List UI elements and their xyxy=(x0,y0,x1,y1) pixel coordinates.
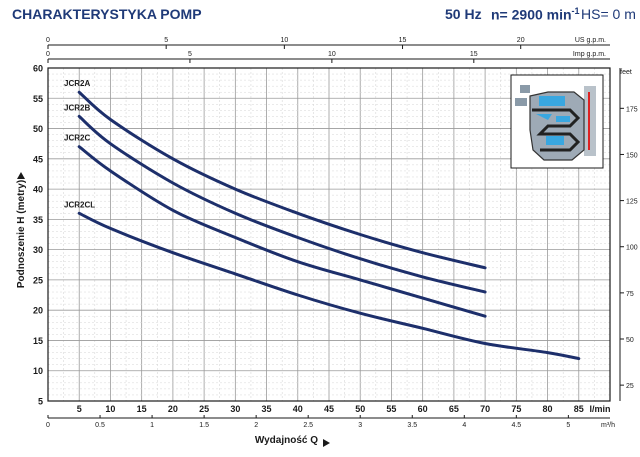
curve-jcr2c xyxy=(77,145,487,318)
pump-cross-section-icon xyxy=(510,74,604,169)
curve-jcr2b xyxy=(77,114,487,294)
speed-label: n= 2900 min-1 xyxy=(491,6,580,23)
y-tick-label: 25 xyxy=(33,275,43,285)
us-gpm-tick-label: 5 xyxy=(164,37,168,44)
suction-height-label: HS= 0 m xyxy=(581,6,636,22)
m3h-tick-label: 3 xyxy=(358,422,362,429)
us-gpm-tick-label: 20 xyxy=(517,37,525,44)
imp-gpm-unit: Imp g.p.m. xyxy=(573,51,606,58)
us-gpm-tick-label: 15 xyxy=(399,37,407,44)
us-gpm-tick-label: 0 xyxy=(46,37,50,44)
pump-curves xyxy=(77,90,581,361)
x-tick-label: 5 xyxy=(77,404,82,414)
m3h-axis: 0 0.5 1 1.5 2 2.5 3 3.5 4 4.5 5 xyxy=(46,415,570,429)
speed-label-text: n= 2900 min xyxy=(491,6,572,23)
x-tick-label: 30 xyxy=(230,404,240,414)
feet-axis: 25 50 75 100 125 150 175 xyxy=(620,106,638,390)
y-tick-label: 60 xyxy=(33,64,43,74)
x-tick-label: 15 xyxy=(137,404,147,414)
y-axis-title-group: Podnoszenie H (metry) xyxy=(16,180,27,288)
m3h-tick-label: 4.5 xyxy=(511,422,521,429)
chart-grid xyxy=(47,67,611,402)
feet-tick-label: 100 xyxy=(626,245,638,252)
y-tick-label: 55 xyxy=(33,94,43,104)
curve-label-jcr2b: JCR2B xyxy=(64,103,90,112)
m3h-tick-label: 1 xyxy=(150,422,154,429)
plot-frame xyxy=(47,67,611,402)
y-tick-label: 10 xyxy=(33,366,43,376)
y-axis-arrow-icon xyxy=(17,172,25,179)
y-tick-label: 50 xyxy=(33,124,43,134)
feet-tick-label: 175 xyxy=(626,106,638,113)
x-tick-label: 10 xyxy=(105,404,115,414)
m3h-tick-label: 2.5 xyxy=(303,422,313,429)
feet-unit: feet xyxy=(620,69,632,76)
us-gpm-unit: US g.p.m. xyxy=(575,37,606,44)
y-tick-label: 5 xyxy=(38,397,43,407)
m3h-tick-label: 5 xyxy=(566,422,570,429)
m3h-tick-label: 3.5 xyxy=(407,422,417,429)
feet-tick-label: 150 xyxy=(626,152,638,159)
y-tick-label: 40 xyxy=(33,185,43,195)
feet-tick-label: 75 xyxy=(626,291,634,298)
x-axis-lmin: 5 10 15 20 25 30 35 40 45 50 55 60 65 70 75 80 85 xyxy=(77,404,584,414)
x-tick-label: 55 xyxy=(386,404,396,414)
y-tick-label: 45 xyxy=(33,154,43,164)
feet-tick-label: 125 xyxy=(626,199,638,206)
m3h-tick-label: 0.5 xyxy=(95,422,105,429)
curve-label-jcr2cl: JCR2CL xyxy=(64,200,95,209)
x-tick-label: 80 xyxy=(543,404,553,414)
m3h-tick-label: 4 xyxy=(462,422,466,429)
x-tick-label: 45 xyxy=(324,404,334,414)
x-tick-label: 35 xyxy=(262,404,272,414)
curve-label-jcr2c: JCR2C xyxy=(64,134,90,143)
x-tick-label: 85 xyxy=(574,404,584,414)
x-tick-label: 65 xyxy=(449,404,459,414)
curve-jcr2cl xyxy=(77,211,581,361)
x-tick-label: 50 xyxy=(355,404,365,414)
m3h-tick-label: 0 xyxy=(46,422,50,429)
imp-gpm-tick-label: 0 xyxy=(46,51,50,58)
x-tick-label: 70 xyxy=(480,404,490,414)
imp-gpm-tick-label: 15 xyxy=(470,51,478,58)
imp-gpm-tick-label: 5 xyxy=(188,51,192,58)
m3h-tick-label: 2 xyxy=(254,422,258,429)
feet-tick-label: 25 xyxy=(626,383,634,390)
y-axis-metres: 5 10 15 20 25 30 35 40 45 50 55 60 xyxy=(33,64,43,407)
x-tick-label: 25 xyxy=(199,404,209,414)
feet-tick-label: 50 xyxy=(626,337,634,344)
speed-label-exponent: -1 xyxy=(571,6,580,16)
pump-curve-labels: JCR2A JCR2B JCR2C JCR2CL xyxy=(64,79,95,209)
frequency-label: 50 Hz xyxy=(445,6,482,22)
y-tick-label: 15 xyxy=(33,336,43,346)
y-tick-label: 35 xyxy=(33,215,43,225)
m3h-unit: m³/h xyxy=(601,422,615,429)
us-gpm-axis: 0 5 10 15 20 xyxy=(46,37,525,49)
m3h-tick-label: 1.5 xyxy=(199,422,209,429)
x-axis-title: Wydajność Q xyxy=(255,435,318,446)
chart-title: CHARAKTERYSTYKA POMP xyxy=(12,6,202,22)
y-tick-label: 30 xyxy=(33,245,43,255)
x-tick-label: 60 xyxy=(418,404,428,414)
y-axis-title: Podnoszenie H (metry) xyxy=(16,180,27,288)
x-tick-label: 20 xyxy=(168,404,178,414)
curve-label-jcr2a: JCR2A xyxy=(64,79,90,88)
imp-gpm-axis: 0 5 10 15 xyxy=(46,51,478,63)
x-axis-arrow-icon xyxy=(323,439,330,447)
us-gpm-tick-label: 10 xyxy=(280,37,288,44)
curve-jcr2a xyxy=(77,90,487,270)
y-tick-label: 20 xyxy=(33,306,43,316)
x-tick-label: 75 xyxy=(511,404,521,414)
imp-gpm-tick-label: 10 xyxy=(328,51,336,58)
x-unit-lmin: l/min xyxy=(589,404,610,414)
x-tick-label: 40 xyxy=(293,404,303,414)
